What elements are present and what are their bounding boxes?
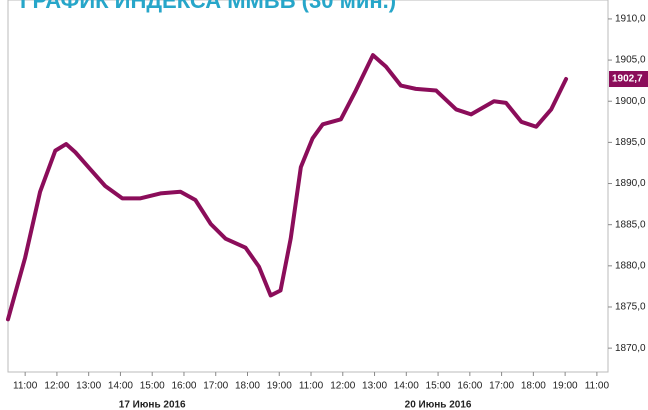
x-tick-label: 15:00 <box>426 381 451 392</box>
date-label: 20 Июнь 2016 <box>405 400 472 410</box>
x-tick-label: 11:00 <box>585 381 610 392</box>
x-tick-label: 11:00 <box>13 381 38 392</box>
y-tick-label: 1905,0 <box>615 55 646 66</box>
x-tick-label: 13:00 <box>362 381 387 392</box>
x-tick-label: 16:00 <box>171 381 196 392</box>
x-tick-label: 14:00 <box>394 381 419 392</box>
y-tick-label: 1910,0 <box>615 14 646 25</box>
y-tick-label: 1880,0 <box>615 260 646 271</box>
chart-title: ГРАФИК ИНДЕКСА ММВБ (30 мин.) <box>20 0 396 13</box>
y-tick-label: 1900,0 <box>615 96 646 107</box>
x-tick-label: 17:00 <box>489 381 514 392</box>
x-tick-label: 14:00 <box>108 381 133 392</box>
x-tick-label: 12:00 <box>330 381 355 392</box>
x-tick-label: 12:00 <box>44 381 69 392</box>
x-tick-label: 16:00 <box>457 381 482 392</box>
x-tick-label: 18:00 <box>521 381 546 392</box>
x-tick-label: 18:00 <box>235 381 260 392</box>
last-price-label: 1902,7 <box>612 74 643 85</box>
x-tick-label: 13:00 <box>76 381 101 392</box>
y-tick-label: 1890,0 <box>615 178 646 189</box>
price-line <box>6 53 569 322</box>
plot-frame <box>7 0 609 373</box>
y-tick-label: 1885,0 <box>615 219 646 230</box>
x-tick-label: 19:00 <box>553 381 578 392</box>
last-price-box <box>609 71 648 88</box>
x-tick-label: 11:00 <box>299 381 324 392</box>
x-tick-label: 19:00 <box>267 381 292 392</box>
y-tick-label: 1870,0 <box>615 343 646 354</box>
date-label: 17 Июнь 2016 <box>119 400 186 410</box>
x-tick-label: 17:00 <box>203 381 228 392</box>
y-tick-label: 1895,0 <box>615 137 646 148</box>
x-tick-label: 15:00 <box>140 381 165 392</box>
y-tick-label: 1875,0 <box>615 302 646 313</box>
